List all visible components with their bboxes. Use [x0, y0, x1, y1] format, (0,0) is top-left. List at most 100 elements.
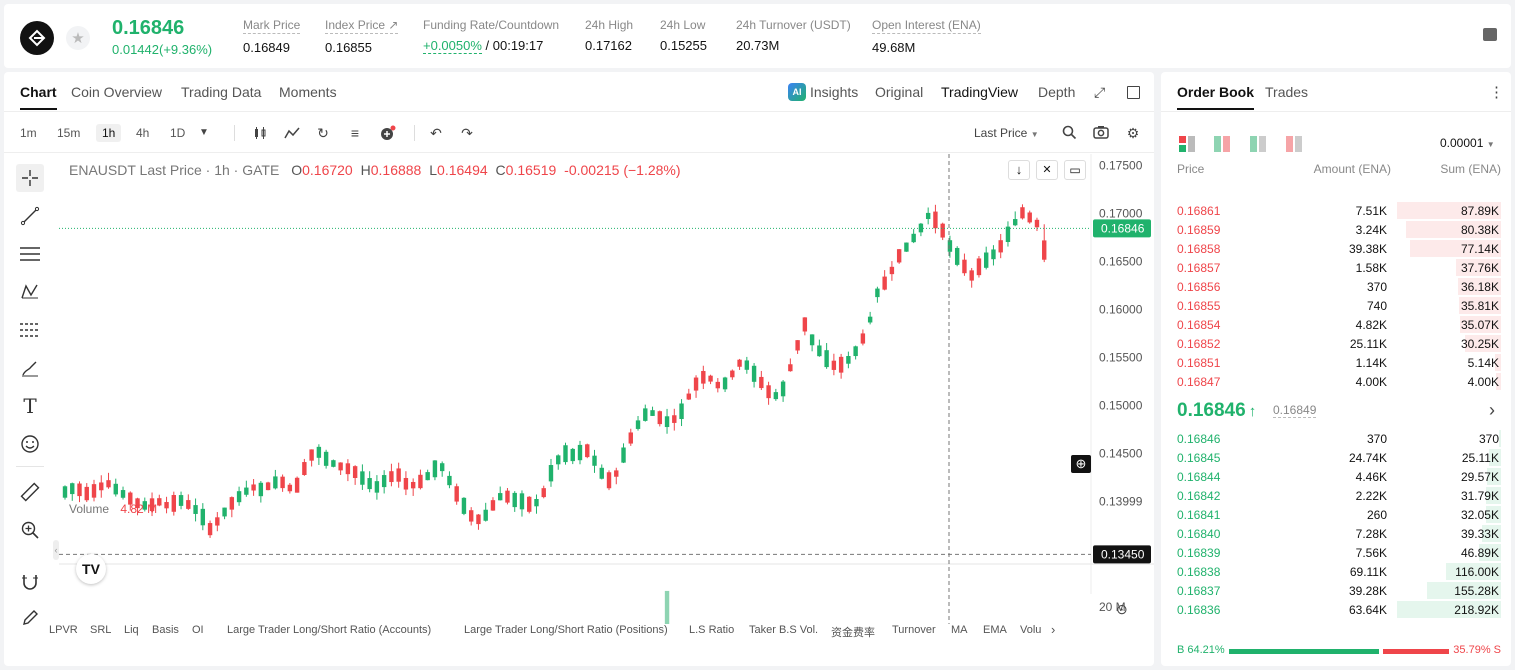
- brush-tool-icon[interactable]: [16, 354, 44, 382]
- indicator-volume[interactable]: Volu: [1020, 624, 1042, 636]
- indicator-turnover[interactable]: Turnover: [892, 624, 936, 636]
- ask-row[interactable]: 0.16851 1.14K 5.14K: [1161, 353, 1511, 372]
- tab-order-book[interactable]: Order Book: [1177, 84, 1255, 110]
- view-both-icon[interactable]: [1179, 136, 1195, 157]
- ask-row[interactable]: 0.16858 39.38K 77.14K: [1161, 239, 1511, 258]
- maximize-pane-icon[interactable]: ▭: [1064, 160, 1086, 180]
- bid-row[interactable]: 0.16840 7.28K 39.33K: [1161, 524, 1511, 543]
- indicator-liq[interactable]: Liq: [124, 624, 139, 636]
- view-asks-bids-icon[interactable]: [1214, 136, 1230, 157]
- bid-row[interactable]: 0.16845 24.74K 25.11K: [1161, 448, 1511, 467]
- indicator-large-trader-positions[interactable]: Large Trader Long/Short Ratio (Positions…: [464, 624, 668, 636]
- indicator-funding-rate[interactable]: 资金费率: [831, 627, 875, 639]
- indicator-taker-bs-vol[interactable]: Taker B.S Vol.: [749, 624, 819, 636]
- candle-body: [925, 212, 931, 220]
- pencil-lock-tool-icon[interactable]: [16, 604, 44, 632]
- ask-row[interactable]: 0.16847 4.00K 4.00K: [1161, 372, 1511, 391]
- tab-chart[interactable]: Chart: [20, 84, 57, 110]
- timeframe-1m[interactable]: 1m: [20, 126, 37, 140]
- cell-amount: 370: [1366, 280, 1387, 294]
- add-order-plus-icon[interactable]: ⊕: [1071, 455, 1091, 473]
- indicator-basis[interactable]: Basis: [152, 624, 179, 636]
- stat-index-price[interactable]: Index Price ↗ 0.16855: [325, 18, 399, 55]
- add-alert-icon[interactable]: [379, 125, 396, 141]
- favorite-star-icon[interactable]: ★: [66, 26, 90, 50]
- depth-bar: [1456, 259, 1501, 276]
- indicator-large-trader-accounts[interactable]: Large Trader Long/Short Ratio (Accounts): [227, 624, 432, 636]
- bid-row[interactable]: 0.16838 69.11K 116.00K: [1161, 562, 1511, 581]
- search-icon[interactable]: [1061, 125, 1077, 141]
- bid-row[interactable]: 0.16837 39.28K 155.28K: [1161, 581, 1511, 600]
- collapse-icon[interactable]: ✕: [1036, 160, 1058, 180]
- candlestick-chart[interactable]: 0.17500 0.17000 0.16500 0.16000 0.15500 0.150…: [59, 154, 1154, 624]
- indicator-ls-ratio[interactable]: L.S Ratio: [689, 624, 735, 636]
- gear-icon[interactable]: ⚙: [1126, 125, 1140, 141]
- ruler-tool-icon[interactable]: [16, 478, 44, 506]
- tab-trades[interactable]: Trades: [1265, 84, 1309, 100]
- chevron-right-icon[interactable]: ›: [1489, 400, 1495, 420]
- emoji-tool-icon[interactable]: [16, 430, 44, 458]
- tab-trading-data[interactable]: Trading Data: [181, 84, 262, 100]
- timeframe-1h[interactable]: 1h: [96, 124, 122, 142]
- bid-row[interactable]: 0.16836 63.64K 218.92K: [1161, 600, 1511, 619]
- bid-row[interactable]: 0.16844 4.46K 29.57K: [1161, 467, 1511, 486]
- candle-type-icon[interactable]: [252, 125, 268, 141]
- undo-icon[interactable]: ↶: [430, 125, 442, 141]
- indicator-lpvr[interactable]: LPVR: [49, 624, 78, 636]
- view-bids-only-icon[interactable]: [1250, 136, 1266, 157]
- trend-line-tool-icon[interactable]: [16, 202, 44, 230]
- redo-icon[interactable]: ↷: [461, 125, 473, 141]
- mid-price[interactable]: 0.16846 ↑: [1177, 400, 1257, 421]
- crosshair-tool-icon[interactable]: [16, 164, 44, 192]
- price-type-select[interactable]: Last Price ▼: [974, 126, 1039, 140]
- fullscreen-icon[interactable]: ⤢: [1094, 84, 1106, 100]
- toolbar-collapse-handle[interactable]: ‹: [53, 540, 59, 560]
- ask-row[interactable]: 0.16857 1.58K 37.76K: [1161, 258, 1511, 277]
- indicator-ma[interactable]: MA: [951, 624, 968, 636]
- bid-row[interactable]: 0.16842 2.22K 31.79K: [1161, 486, 1511, 505]
- ena-logo: [20, 21, 54, 55]
- bid-row[interactable]: 0.16846 370 370: [1161, 429, 1511, 448]
- view-original[interactable]: Original: [875, 84, 924, 100]
- indicator-srl[interactable]: SRL: [90, 624, 112, 636]
- indicator-oi[interactable]: OI: [192, 624, 204, 636]
- ask-row[interactable]: 0.16852 25.11K 30.25K: [1161, 334, 1511, 353]
- view-depth[interactable]: Depth: [1038, 84, 1076, 100]
- ask-row[interactable]: 0.16856 370 36.18K: [1161, 277, 1511, 296]
- precision-select[interactable]: 0.00001 ▼: [1440, 136, 1495, 150]
- ask-row[interactable]: 0.16861 7.51K 87.89K: [1161, 201, 1511, 220]
- pattern-tool-icon[interactable]: [16, 278, 44, 306]
- prediction-tool-icon[interactable]: [16, 316, 44, 344]
- refresh-icon[interactable]: ↻: [317, 125, 329, 141]
- timeframe-1d[interactable]: 1D: [170, 126, 186, 140]
- templates-icon[interactable]: ≡: [350, 125, 360, 141]
- chart-settings-icon[interactable]: ⊙: [1116, 601, 1128, 617]
- ask-row[interactable]: 0.16854 4.82K 35.07K: [1161, 315, 1511, 334]
- ask-row[interactable]: 0.16855 740 35.81K: [1161, 296, 1511, 315]
- chevron-right-icon[interactable]: ›: [1051, 622, 1056, 637]
- bid-row[interactable]: 0.16839 7.56K 46.89K: [1161, 543, 1511, 562]
- camera-icon[interactable]: [1093, 125, 1109, 141]
- view-tradingview[interactable]: TradingView: [941, 84, 1019, 100]
- text-tool-icon[interactable]: T: [23, 394, 37, 418]
- fib-tool-icon[interactable]: [16, 240, 44, 268]
- indicator-ema[interactable]: EMA: [983, 624, 1007, 636]
- arrow-down-icon[interactable]: ↓: [1008, 160, 1030, 180]
- timeframe-dropdown-icon[interactable]: ▼: [199, 127, 209, 138]
- ask-row[interactable]: 0.16859 3.24K 80.38K: [1161, 220, 1511, 239]
- y-tick-label: 0.15000: [1099, 399, 1143, 413]
- zoom-in-tool-icon[interactable]: [16, 516, 44, 544]
- timeframe-15m[interactable]: 15m: [57, 126, 81, 140]
- view-asks-only-icon[interactable]: [1286, 136, 1302, 157]
- bid-row[interactable]: 0.16841 260 32.05K: [1161, 505, 1511, 524]
- view-insights[interactable]: Insights: [810, 84, 859, 100]
- timeframe-4h[interactable]: 4h: [136, 126, 150, 140]
- magnet-tool-icon[interactable]: [16, 568, 44, 596]
- book-icon[interactable]: [1483, 28, 1497, 41]
- tab-moments[interactable]: Moments: [279, 84, 337, 100]
- candle-body: [193, 505, 198, 514]
- indicators-icon[interactable]: [284, 125, 300, 141]
- window-icon[interactable]: [1127, 86, 1140, 99]
- more-options-icon[interactable]: ⋮: [1489, 84, 1504, 101]
- tab-coin-overview[interactable]: Coin Overview: [71, 84, 163, 100]
